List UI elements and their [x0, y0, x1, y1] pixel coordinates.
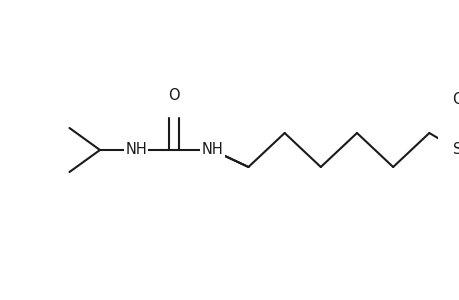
Text: NH: NH	[201, 142, 223, 158]
Text: S: S	[452, 142, 459, 158]
Text: NH: NH	[125, 142, 147, 158]
Text: O: O	[451, 92, 459, 107]
Text: O: O	[168, 88, 179, 103]
